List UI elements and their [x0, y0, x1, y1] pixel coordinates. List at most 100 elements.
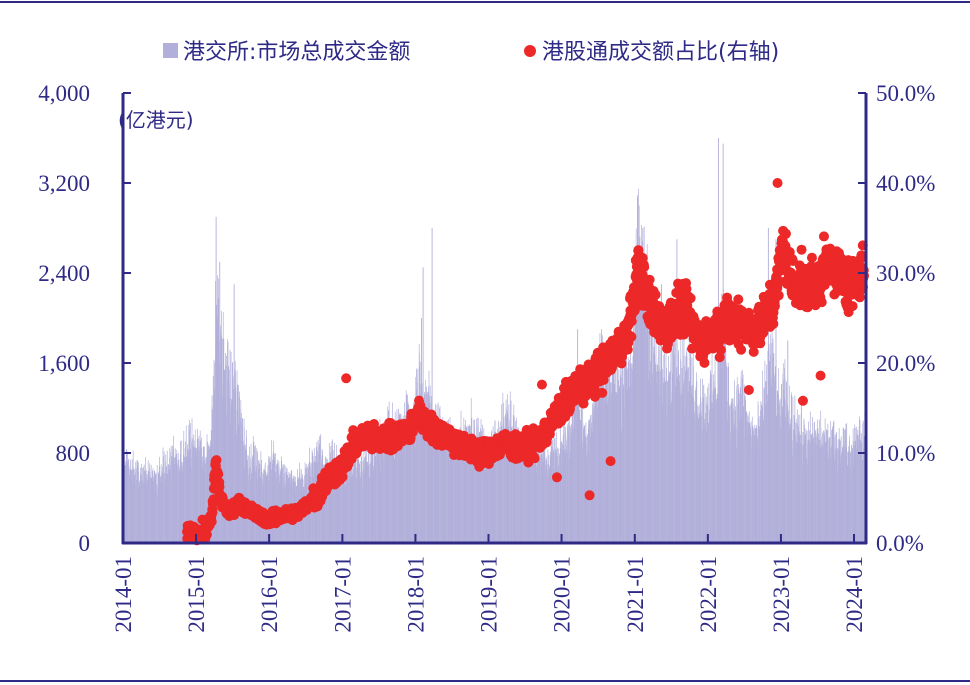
turnover-bar — [507, 412, 509, 543]
turnover-bar — [385, 461, 387, 543]
turnover-bar — [759, 415, 761, 543]
turnover-bar — [620, 432, 622, 543]
turnover-bar — [476, 439, 478, 543]
turnover-bar — [745, 428, 747, 543]
turnover-bar — [646, 335, 647, 543]
turnover-bar — [437, 444, 438, 543]
turnover-bar — [662, 382, 664, 543]
turnover-bar — [721, 327, 723, 543]
turnover-bar — [438, 425, 440, 543]
turnover-bar — [832, 426, 834, 543]
turnover-bar — [451, 429, 452, 543]
share-point — [214, 481, 225, 492]
turnover-bar — [623, 367, 625, 543]
turnover-bar — [428, 402, 430, 543]
turnover-bar — [727, 420, 728, 543]
turnover-spike — [787, 340, 789, 543]
share-point — [681, 283, 692, 294]
turnover-bar — [704, 425, 706, 543]
legend-bar-label: 港交所:市场总成交金额 — [183, 40, 410, 65]
turnover-bar — [784, 378, 786, 543]
turnover-bar — [542, 437, 544, 543]
turnover-bar — [130, 469, 132, 543]
turnover-bar — [630, 368, 632, 543]
turnover-bar — [435, 438, 437, 543]
turnover-bar — [473, 427, 475, 543]
turnover-bar — [454, 450, 455, 543]
turnover-bar — [409, 436, 410, 543]
turnover-bar — [368, 478, 370, 543]
turnover-bar — [758, 417, 759, 543]
turnover-bar — [585, 456, 587, 543]
share-point — [685, 293, 696, 304]
turnover-bar — [407, 422, 409, 543]
turnover-bar — [695, 418, 696, 543]
turnover-bar — [609, 358, 611, 543]
turnover-bar — [815, 437, 817, 543]
turnover-bar — [353, 470, 354, 543]
turnover-bar — [430, 423, 431, 543]
turnover-bar — [797, 442, 799, 543]
turnover-bar — [129, 475, 130, 543]
turnover-bar — [668, 395, 670, 543]
turnover-bar — [208, 449, 210, 543]
share-point — [529, 453, 540, 464]
turnover-bar — [417, 398, 419, 543]
turnover-bar — [798, 436, 800, 543]
turnover-bar — [277, 463, 279, 543]
turnover-bar — [560, 442, 562, 543]
turnover-bar — [675, 394, 677, 543]
turnover-bar — [773, 353, 775, 543]
turnover-bar — [688, 367, 689, 543]
turnover-bar — [752, 449, 754, 543]
turnover-bar — [658, 394, 660, 543]
turnover-bar — [271, 460, 273, 543]
turnover-bar — [825, 442, 827, 543]
turnover-bar — [221, 382, 223, 543]
turnover-bar — [594, 406, 595, 543]
turnover-bar — [595, 405, 597, 543]
turnover-bar — [444, 429, 445, 543]
turnover-bar — [199, 446, 200, 543]
turnover-bar — [574, 399, 576, 543]
turnover-bar — [728, 406, 730, 543]
turnover-bar — [714, 356, 716, 543]
turnover-bar — [535, 456, 537, 543]
turnover-bar — [501, 444, 503, 543]
turnover-bar — [632, 369, 633, 543]
turnover-bar — [281, 464, 283, 543]
turnover-bar — [697, 418, 699, 543]
turnover-bar — [606, 404, 608, 543]
turnover-bar — [347, 465, 349, 543]
turnover-bar — [671, 401, 672, 543]
turnover-bar — [625, 359, 626, 543]
turnover-bar — [822, 445, 824, 543]
turnover-bar — [386, 420, 388, 543]
share-point — [626, 331, 637, 342]
turnover-bar — [622, 366, 623, 543]
turnover-bar — [378, 454, 380, 543]
turnover-bar — [168, 463, 169, 543]
turnover-bar — [406, 394, 408, 543]
turnover-bar — [456, 444, 458, 543]
turnover-bar — [487, 448, 489, 543]
turnover-bar — [392, 424, 394, 543]
turnover-bar — [512, 415, 514, 543]
turnover-bar — [350, 478, 352, 543]
turnover-bar — [556, 431, 558, 543]
turnover-bar — [231, 399, 232, 543]
turnover-bar — [665, 338, 667, 543]
turnover-bar — [667, 380, 668, 543]
turnover-bar — [508, 433, 510, 543]
turnover-bar — [650, 360, 651, 543]
turnover-bar — [140, 467, 141, 543]
turnover-bar — [700, 415, 702, 543]
turnover-bar — [126, 449, 127, 543]
turnover-bar — [741, 414, 742, 543]
turnover-bar — [463, 447, 465, 543]
turnover-bar — [180, 440, 182, 543]
turnover-bar — [161, 476, 162, 543]
turnover-bar — [605, 401, 607, 543]
turnover-bar — [660, 383, 661, 543]
turnover-bar — [795, 441, 797, 543]
